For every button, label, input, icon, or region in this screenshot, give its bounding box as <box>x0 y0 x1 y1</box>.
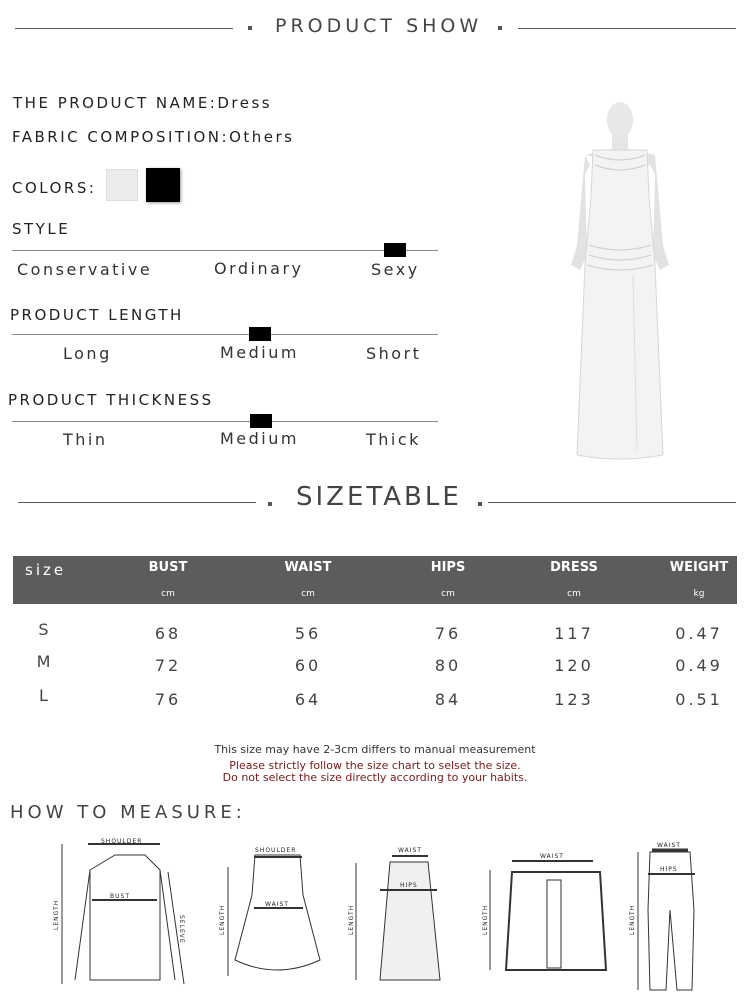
length-title: PRODUCT LENGTH <box>10 306 184 324</box>
fabric-composition: FABRIC COMPOSITION:Others <box>12 128 295 146</box>
svg-text:SELEVE: SELEVE <box>178 915 185 944</box>
bullet <box>478 502 482 506</box>
svg-text:WAIST: WAIST <box>265 901 289 908</box>
column-header: WAIST <box>284 560 332 575</box>
bullet <box>268 502 272 506</box>
dress-diagram-icon: SHOULDER WAIST LENGTH <box>219 847 321 976</box>
scale-option: Long <box>63 344 112 363</box>
divider <box>488 502 736 503</box>
mini-skirt-diagram-icon: WAIST LENGTH <box>482 853 608 971</box>
svg-text:LENGTH: LENGTH <box>53 900 60 930</box>
size-label: S <box>38 620 52 639</box>
column-unit: cm <box>161 589 175 599</box>
length-scale-track <box>12 334 438 335</box>
table-cell: 68 <box>154 624 182 643</box>
svg-text:SHOULDER: SHOULDER <box>101 838 142 845</box>
column-unit: cm <box>567 589 581 599</box>
svg-text:WAIST: WAIST <box>398 847 422 854</box>
scale-option: Medium <box>220 429 299 448</box>
svg-text:LENGTH: LENGTH <box>482 905 489 935</box>
scale-option: Medium <box>220 343 299 362</box>
scale-option: Conservative <box>17 260 153 279</box>
column-header: HIPS <box>430 560 466 575</box>
size-label: L <box>39 686 51 705</box>
table-cell: 64 <box>294 690 322 709</box>
table-cell: 56 <box>294 624 322 643</box>
bullet <box>498 26 502 30</box>
svg-text:WAIST: WAIST <box>657 842 681 849</box>
length-scale-marker <box>249 327 271 341</box>
size-table-header: size BUST WAIST HIPS DRESS WEIGHT cm cm … <box>13 556 737 604</box>
svg-text:SHOULDER: SHOULDER <box>255 847 296 854</box>
table-cell: 117 <box>554 624 594 643</box>
color-swatch-white[interactable] <box>106 169 138 201</box>
how-to-measure-title: HOW TO MEASURE: <box>10 802 246 823</box>
table-cell: 0.47 <box>675 624 723 643</box>
table-cell: 120 <box>554 656 594 675</box>
thickness-scale-track <box>12 421 438 422</box>
table-cell: 80 <box>434 656 462 675</box>
divider <box>18 502 256 503</box>
measurement-diagrams: SHOULDER BUST LENGTH SELEVE SHOULDER WAI… <box>53 838 695 991</box>
column-unit: kg <box>693 589 705 599</box>
table-cell: 76 <box>434 624 462 643</box>
scale-option: Sexy <box>371 260 420 279</box>
svg-text:LENGTH: LENGTH <box>219 905 226 935</box>
product-image-dress <box>571 102 669 460</box>
jacket-diagram-icon: SHOULDER BUST LENGTH SELEVE <box>53 838 185 985</box>
table-cell: 0.49 <box>675 656 723 675</box>
scale-option: Thin <box>63 430 108 449</box>
column-unit: cm <box>441 589 455 599</box>
size-warning: Do not select the size directly accordin… <box>222 771 528 784</box>
scale-option: Short <box>366 344 422 363</box>
color-swatch-black[interactable] <box>146 168 180 202</box>
column-unit: cm <box>301 589 315 599</box>
colors-label: COLORS: <box>12 179 97 197</box>
page-title: PRODUCT SHOW <box>275 15 483 37</box>
size-warning: Please strictly follow the size chart to… <box>229 759 521 772</box>
thickness-title: PRODUCT THICKNESS <box>8 391 214 409</box>
bullet <box>248 26 252 30</box>
svg-text:WAIST: WAIST <box>540 853 564 860</box>
sizetable-title: SIZETABLE <box>296 482 462 512</box>
style-scale-marker <box>384 243 406 257</box>
measurement-note: This size may have 2-3cm differs to manu… <box>214 743 536 756</box>
svg-text:LENGTH: LENGTH <box>629 905 636 935</box>
table-cell: 72 <box>154 656 182 675</box>
style-scale-track <box>12 250 438 251</box>
table-cell: 123 <box>554 690 594 709</box>
svg-text:BUST: BUST <box>110 893 130 900</box>
style-title: STYLE <box>12 220 71 238</box>
column-header: WEIGHT <box>669 560 729 575</box>
table-cell: 76 <box>154 690 182 709</box>
table-cell: 0.51 <box>675 690 723 709</box>
pants-diagram-icon: WAIST HIPS LENGTH <box>629 842 695 991</box>
size-column-header: size <box>25 561 67 579</box>
column-header: DRESS <box>550 560 598 575</box>
skirt-diagram-icon: WAIST HIPS LENGTH <box>348 847 441 981</box>
scale-option: Ordinary <box>214 259 304 278</box>
product-name: THE PRODUCT NAME:Dress <box>13 94 273 112</box>
table-cell: 84 <box>434 690 462 709</box>
thickness-scale-marker <box>250 414 272 428</box>
svg-text:LENGTH: LENGTH <box>348 905 355 935</box>
svg-text:HIPS: HIPS <box>660 866 678 873</box>
divider <box>518 28 736 29</box>
column-header: BUST <box>148 560 188 575</box>
svg-text:HIPS: HIPS <box>400 882 418 889</box>
size-label: M <box>36 652 54 671</box>
scale-option: Thick <box>366 430 421 449</box>
divider <box>15 28 233 29</box>
table-cell: 60 <box>294 656 322 675</box>
